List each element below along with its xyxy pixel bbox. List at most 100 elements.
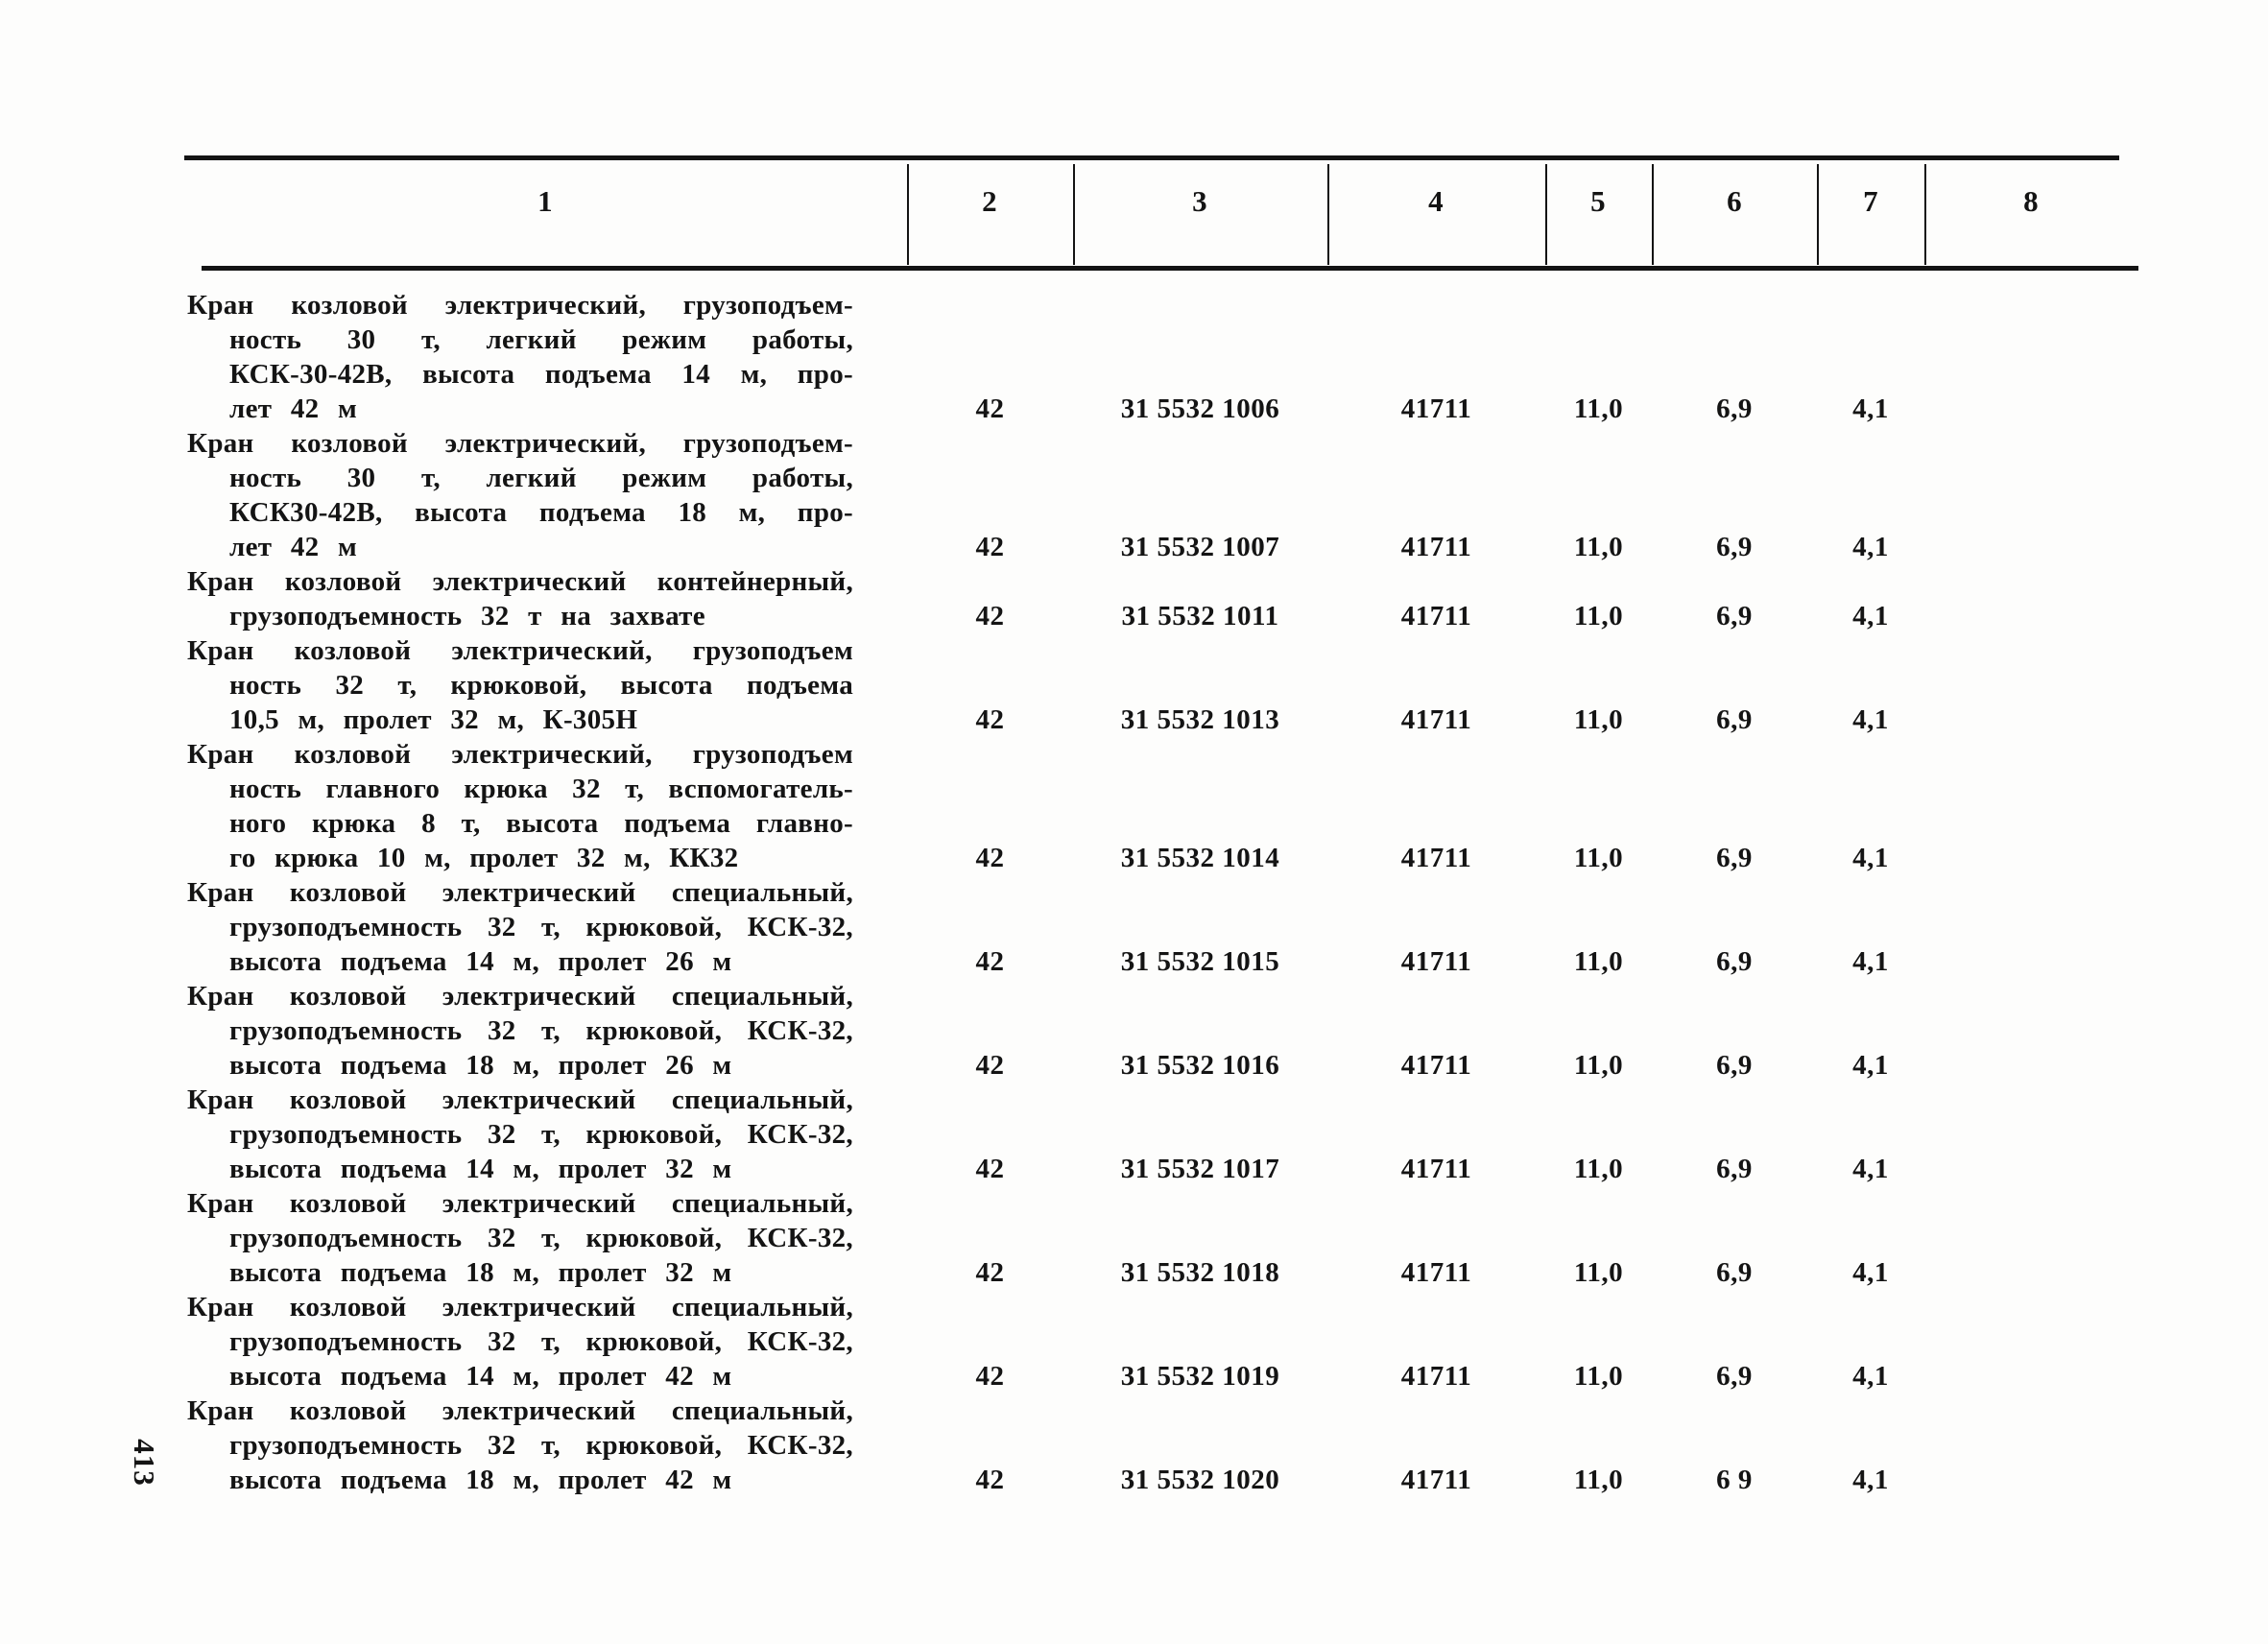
value-cell-col6: 6,9 — [1716, 532, 1753, 562]
value-cell-col8 — [1924, 1359, 2138, 1394]
description-cell: Кран козловой электрический специальный,… — [187, 1290, 907, 1394]
value-cell-col3: 31 5532 1019 — [1120, 1361, 1280, 1392]
table-row: Кран козловой электрический специальный,… — [187, 1083, 2138, 1186]
column-header-1: 1 — [537, 184, 553, 218]
description-line: высота подъема 18 м, пролет 42 м — [229, 1465, 732, 1495]
table-row: Кран козловой электрический, грузоподъем… — [187, 288, 2138, 426]
value-cell-col2: 42 — [975, 1154, 1005, 1184]
value-cell-col5: 11,0 — [1573, 843, 1624, 873]
description-cell: Кран козловой электрический контейнерный… — [187, 564, 907, 633]
value-cell-col4: 41711 — [1400, 946, 1472, 977]
value-cell-col5: 11,0 — [1573, 393, 1624, 424]
column-divider — [1073, 164, 1075, 265]
value-cell-col2: 42 — [975, 1257, 1005, 1288]
page-number: 413 — [128, 1439, 161, 1487]
value-cell-col8 — [1924, 1255, 2138, 1290]
description-line: лет 42 м — [229, 393, 358, 424]
value-cell-col3: 31 5532 1006 — [1120, 393, 1280, 424]
column-header-8: 8 — [2023, 184, 2039, 218]
column-header-3: 3 — [1192, 184, 1207, 218]
value-cell-col3: 31 5532 1014 — [1120, 843, 1280, 873]
value-cell-col7: 4,1 — [1852, 843, 1889, 873]
table-row: Кран козловой электрический специальный,… — [187, 1394, 2138, 1497]
description-line: грузоподъемность 32 т, крюковой, КСК-32, — [229, 912, 853, 942]
description-line: ность 32 т, крюковой, высота подъема — [229, 670, 853, 701]
description-line: Кран козловой электрический, грузоподъем… — [187, 428, 853, 459]
description-line: грузоподъемность 32 т, крюковой, КСК-32, — [229, 1015, 853, 1046]
description-line: го крюка 10 м, пролет 32 м, КК32 — [229, 843, 739, 873]
value-cell-col4: 41711 — [1400, 601, 1472, 631]
table-row: Кран козловой электрический контейнерный… — [187, 564, 2138, 633]
value-cell-col2: 42 — [975, 601, 1005, 631]
value-cell-col3: 31 5532 1018 — [1120, 1257, 1280, 1288]
value-cell-col3: 31 5532 1013 — [1120, 704, 1280, 735]
description-cell: Кран козловой электрический, грузоподъем… — [187, 737, 907, 875]
description-line: высота подъема 18 м, пролет 26 м — [229, 1050, 732, 1081]
value-cell-col4: 41711 — [1400, 393, 1472, 424]
value-cell-col3: 31 5532 1011 — [1121, 601, 1279, 631]
value-cell-col5: 11,0 — [1573, 704, 1624, 735]
description-line: ность главного крюка 32 т, вспомогатель- — [229, 774, 853, 804]
table-row: Кран козловой электрический специальный,… — [187, 979, 2138, 1083]
table-body: Кран козловой электрический, грузоподъем… — [187, 288, 2138, 1497]
value-cell-col8 — [1924, 841, 2138, 875]
description-cell: Кран козловой электрический, грузоподъем… — [187, 288, 907, 426]
value-cell-col7: 4,1 — [1852, 1361, 1889, 1392]
column-header-5: 5 — [1590, 184, 1606, 218]
value-cell-col6: 6,9 — [1716, 1050, 1753, 1081]
value-cell-col4: 41711 — [1400, 1154, 1472, 1184]
value-cell-col2: 42 — [975, 946, 1005, 977]
value-cell-col7: 4,1 — [1852, 532, 1889, 562]
description-line: Кран козловой электрический, грузоподъем… — [187, 290, 853, 321]
value-cell-col6: 6,9 — [1716, 843, 1753, 873]
value-cell-col2: 42 — [975, 704, 1005, 735]
description-line: высота подъема 18 м, пролет 32 м — [229, 1257, 732, 1288]
value-cell-col4: 41711 — [1400, 1361, 1472, 1392]
value-cell-col8 — [1924, 1152, 2138, 1186]
description-cell: Кран козловой электрический специальный,… — [187, 1083, 907, 1186]
description-line: КСК-30-42В, высота подъема 14 м, про- — [229, 359, 853, 390]
value-cell-col2: 42 — [975, 393, 1005, 424]
value-cell-col6: 6,9 — [1716, 1154, 1753, 1184]
description-line: ность 30 т, легкий режим работы, — [229, 463, 853, 493]
description-cell: Кран козловой электрический, грузоподъем… — [187, 633, 907, 737]
column-header-7: 7 — [1863, 184, 1878, 218]
column-divider — [1652, 164, 1654, 265]
value-cell-col7: 4,1 — [1852, 1154, 1889, 1184]
table-top-rule — [184, 155, 2119, 160]
description-cell: Кран козловой электрический специальный,… — [187, 979, 907, 1083]
description-line: грузоподъемность 32 т, крюковой, КСК-32, — [229, 1326, 853, 1357]
value-cell-col3: 31 5532 1020 — [1120, 1465, 1280, 1495]
value-cell-col8 — [1924, 599, 2138, 633]
description-line: Кран козловой электрический специальный, — [187, 1395, 853, 1426]
value-cell-col6: 6,9 — [1716, 393, 1753, 424]
value-cell-col7: 4,1 — [1852, 393, 1889, 424]
value-cell-col7: 4,1 — [1852, 946, 1889, 977]
description-line: грузоподъемность 32 т, крюковой, КСК-32, — [229, 1223, 853, 1253]
value-cell-col7: 4,1 — [1852, 704, 1889, 735]
description-line: лет 42 м — [229, 532, 358, 562]
description-cell: Кран козловой электрический специальный,… — [187, 1394, 907, 1497]
value-cell-col7: 4,1 — [1852, 1257, 1889, 1288]
description-line: грузоподъемность 32 т, крюковой, КСК-32, — [229, 1430, 853, 1461]
value-cell-col6: 6,9 — [1716, 601, 1753, 631]
description-line: Кран козловой электрический специальный, — [187, 877, 853, 908]
table-row: Кран козловой электрический, грузоподъем… — [187, 737, 2138, 875]
description-cell: Кран козловой электрический специальный,… — [187, 875, 907, 979]
value-cell-col8 — [1924, 703, 2138, 737]
value-cell-col5: 11,0 — [1573, 1050, 1624, 1081]
value-cell-col3: 31 5532 1007 — [1120, 532, 1280, 562]
description-line: КСК30-42В, высота подъема 18 м, про- — [229, 497, 853, 528]
table-row: Кран козловой электрический специальный,… — [187, 875, 2138, 979]
table-row: Кран козловой электрический специальный,… — [187, 1186, 2138, 1290]
value-cell-col5: 11,0 — [1573, 1465, 1624, 1495]
value-cell-col6: 6,9 — [1716, 1257, 1753, 1288]
value-cell-col7: 4,1 — [1852, 1050, 1889, 1081]
description-line: 10,5 м, пролет 32 м, К-305Н — [229, 704, 638, 735]
description-cell: Кран козловой электрический специальный,… — [187, 1186, 907, 1290]
value-cell-col4: 41711 — [1400, 843, 1472, 873]
value-cell-col2: 42 — [975, 1465, 1005, 1495]
value-cell-col7: 4,1 — [1852, 1465, 1889, 1495]
value-cell-col2: 42 — [975, 1050, 1005, 1081]
